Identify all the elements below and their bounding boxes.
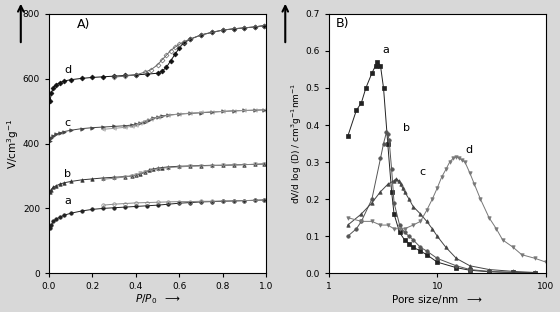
Text: c: c [419, 167, 425, 177]
Text: b: b [403, 123, 410, 133]
Text: c: c [64, 118, 71, 128]
Text: B): B) [335, 17, 349, 30]
Text: d: d [465, 145, 472, 155]
Y-axis label: dV/d log (D) / cm$^3$g$^{-1}$nm$^{-1}$: dV/d log (D) / cm$^3$g$^{-1}$nm$^{-1}$ [290, 83, 304, 204]
Text: d: d [64, 65, 71, 75]
Text: A): A) [77, 18, 91, 32]
X-axis label: Pore size/nm  $\longrightarrow$: Pore size/nm $\longrightarrow$ [391, 293, 483, 306]
X-axis label: $P/P_0$  $\longrightarrow$: $P/P_0$ $\longrightarrow$ [134, 293, 180, 306]
Text: a: a [382, 45, 389, 55]
Text: a: a [64, 196, 71, 206]
Y-axis label: V/cm$^3$g$^{-1}$: V/cm$^3$g$^{-1}$ [6, 119, 21, 169]
Text: b: b [64, 168, 71, 179]
